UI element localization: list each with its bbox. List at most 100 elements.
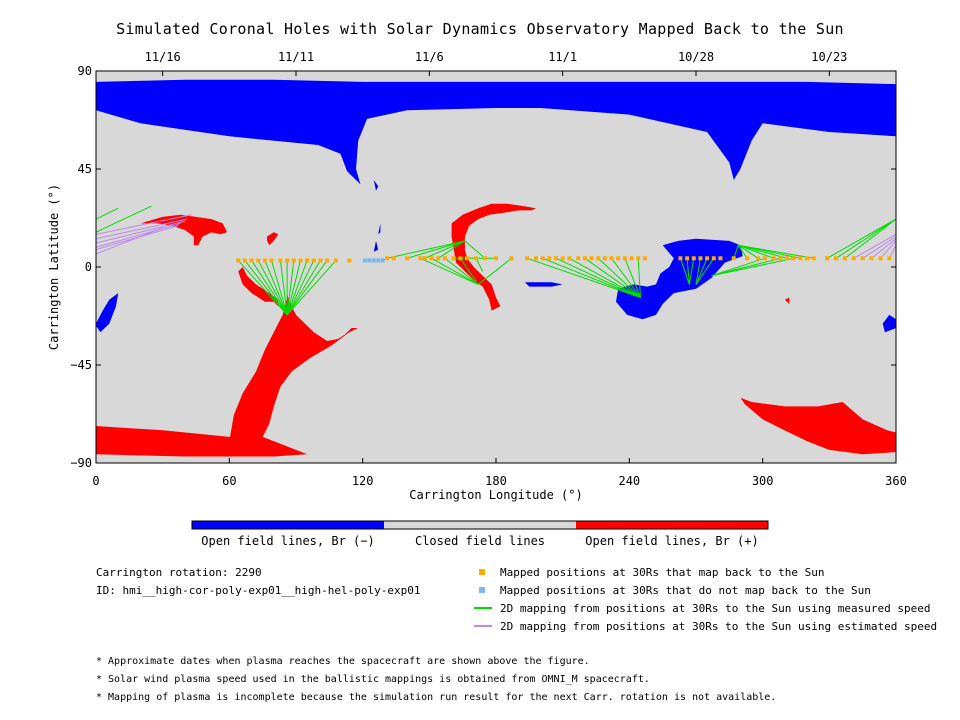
x-tick-label: 180 (485, 474, 507, 488)
colorbar-label: Open field lines, Br (+) (585, 534, 758, 548)
mapped-position (285, 258, 290, 263)
mapped-position (629, 256, 634, 261)
measured-mapping-line (624, 258, 641, 298)
mapped-position (429, 256, 434, 261)
mapped-position (596, 256, 601, 261)
mapped-position (347, 258, 352, 263)
measured-mapping-line (95, 207, 119, 220)
x-tick-label: 360 (885, 474, 907, 488)
x-tick-label: 300 (752, 474, 774, 488)
measured-mapping-line (584, 257, 641, 298)
legend-mapped-label: Mapped positions at 30Rs that map back t… (500, 566, 825, 579)
mapped-position (318, 258, 323, 263)
unmapped-position (371, 258, 376, 263)
negative-coronal-hole (524, 282, 563, 287)
mapped-position (602, 256, 607, 261)
run-id: ID: hmi__high-cor-poly-exp01__high-hel-p… (96, 584, 421, 597)
mapped-position (811, 256, 816, 261)
unmapped-position (367, 258, 372, 263)
date-tick-label: 11/16 (145, 50, 181, 64)
mapped-position (691, 256, 696, 261)
mapped-position (482, 256, 487, 261)
mapped-position (851, 256, 856, 261)
mapped-position (589, 256, 594, 261)
mapped-position (269, 258, 274, 263)
mapped-position (576, 256, 581, 261)
measured-mapping-line (844, 218, 897, 259)
measured-mapping-line (477, 257, 512, 285)
date-tick-label: 11/1 (548, 50, 577, 64)
measured-mapping-line (286, 260, 301, 316)
unmapped-position (362, 258, 367, 263)
figure-title: Simulated Coronal Holes with Solar Dynam… (116, 20, 844, 38)
mapped-position (540, 256, 545, 261)
measured-mapping-line (611, 257, 641, 298)
estimated-mapping-line (888, 244, 897, 259)
mapped-position (756, 256, 761, 261)
unmapped-position (376, 258, 381, 263)
mapped-position (436, 256, 441, 261)
legend-unmapped-label: Mapped positions at 30Rs that do not map… (500, 584, 871, 597)
mapped-position (762, 256, 767, 261)
negative-coronal-hole (373, 179, 379, 191)
x-axis-label: Carrington Longitude (°) (409, 488, 582, 502)
measured-mapping-line (826, 218, 897, 259)
positive-coronal-hole (740, 397, 896, 455)
colorbar-segment (576, 521, 768, 529)
measured-mapping-line (569, 257, 641, 298)
measured-mapping-line (711, 257, 766, 277)
measured-mapping-line (264, 260, 288, 316)
estimated-speed-mapping-lines (95, 214, 897, 259)
mapped-position (278, 258, 283, 263)
measured-mapping-line (444, 257, 479, 285)
measured-mapping-line (737, 244, 759, 259)
estimated-mapping-line (95, 222, 181, 248)
mapped-position (442, 256, 447, 261)
mapped-position (825, 256, 830, 261)
mapped-position (422, 256, 427, 261)
measured-mapping-line (737, 244, 748, 259)
legend-measured-label: 2D mapping from positions at 30Rs to the… (500, 602, 931, 615)
measured-mapping-line (597, 257, 641, 298)
estimated-mapping-line (853, 233, 897, 259)
measured-mapping-line (679, 258, 690, 285)
measured-mapping-line (688, 258, 695, 285)
mapped-position (698, 256, 703, 261)
legend-measured-line (474, 607, 492, 609)
estimated-mapping-line (95, 214, 192, 235)
y-tick-label: 90 (78, 64, 92, 78)
y-axis-label: Carrington Latitude (°) (47, 184, 61, 350)
rotation-info: Carrington rotation: 2290 (96, 566, 262, 579)
measured-mapping-line (835, 218, 897, 259)
measured-mapping-line (542, 257, 641, 298)
mapped-position (236, 258, 241, 263)
measured-mapping-line (286, 260, 315, 316)
measured-mapping-line (286, 260, 308, 316)
estimated-mapping-line (95, 218, 188, 240)
measured-mapping-line (251, 260, 288, 316)
positive-coronal-hole (238, 267, 279, 307)
positive-coronal-hole (229, 293, 359, 446)
negative-coronal-hole (96, 79, 896, 185)
colorbar-label: Closed field lines (415, 534, 545, 548)
colorbar-segment (192, 521, 384, 529)
x-tick-label: 240 (618, 474, 640, 488)
measured-mapping-line (526, 257, 641, 298)
measured-mapping-line (244, 260, 288, 316)
measured-mapping-line (555, 257, 641, 298)
measured-mapping-line (686, 258, 690, 285)
estimated-mapping-line (95, 227, 163, 255)
y-tick-label: 45 (78, 162, 92, 176)
estimated-mapping-line (95, 220, 186, 244)
y-tick-label: −90 (70, 456, 92, 470)
measured-mapping-line (695, 258, 708, 285)
note-incomplete: * Mapping of plasma is incomplete becaus… (96, 692, 777, 703)
mapped-position (534, 256, 538, 261)
mapped-position (887, 256, 892, 261)
measured-mapping-line (464, 240, 486, 259)
mapped-position (678, 256, 683, 261)
mapped-position (805, 256, 810, 261)
mapped-position (242, 258, 247, 263)
mapped-position (465, 256, 470, 261)
